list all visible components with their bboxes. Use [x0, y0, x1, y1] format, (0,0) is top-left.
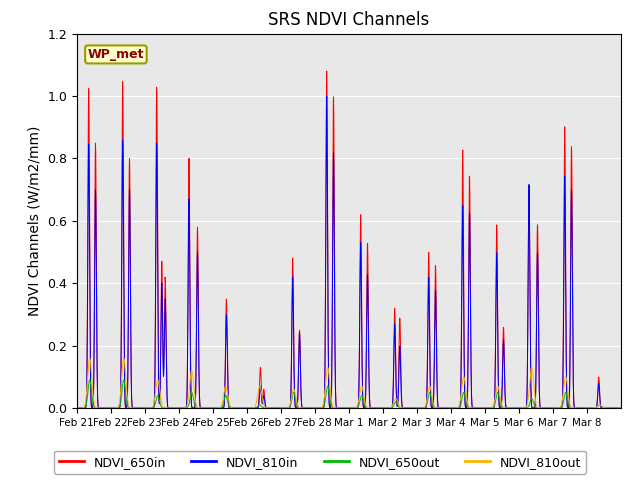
Line: NDVI_810in: NDVI_810in: [77, 96, 621, 408]
NDVI_810in: [127, 371, 135, 376]
NDVI_650in: [513, 405, 520, 411]
Line: NDVI_810out: NDVI_810out: [77, 358, 621, 408]
NDVI_810out: [513, 405, 520, 411]
NDVI_810out: [609, 405, 617, 411]
NDVI_810in: [73, 405, 81, 411]
NDVI_650in: [543, 405, 551, 411]
Title: SRS NDVI Channels: SRS NDVI Channels: [268, 11, 429, 29]
NDVI_650out: [86, 377, 93, 383]
Line: NDVI_650out: NDVI_650out: [77, 380, 621, 408]
NDVI_810in: [323, 93, 330, 99]
NDVI_650out: [381, 405, 389, 411]
NDVI_810in: [244, 405, 252, 411]
NDVI_810out: [543, 405, 551, 411]
NDVI_650in: [73, 405, 81, 411]
NDVI_650in: [323, 68, 330, 74]
NDVI_650out: [513, 405, 520, 411]
NDVI_810in: [617, 405, 625, 411]
Y-axis label: NDVI Channels (W/m2/mm): NDVI Channels (W/m2/mm): [28, 126, 42, 316]
NDVI_810out: [617, 405, 625, 411]
NDVI_810in: [543, 405, 551, 411]
NDVI_650in: [617, 405, 625, 411]
NDVI_650out: [543, 405, 551, 411]
NDVI_810out: [127, 405, 135, 411]
Text: WP_met: WP_met: [88, 48, 144, 61]
NDVI_650in: [127, 365, 135, 371]
NDVI_650out: [127, 405, 135, 411]
NDVI_650in: [244, 405, 252, 411]
Line: NDVI_650in: NDVI_650in: [77, 71, 621, 408]
NDVI_650in: [609, 405, 617, 411]
NDVI_650out: [73, 405, 81, 411]
NDVI_650out: [617, 405, 625, 411]
NDVI_810in: [513, 405, 520, 411]
NDVI_810in: [609, 405, 617, 411]
NDVI_810out: [73, 405, 81, 411]
NDVI_810in: [381, 405, 389, 411]
NDVI_810out: [381, 405, 389, 411]
Legend: NDVI_650in, NDVI_810in, NDVI_650out, NDVI_810out: NDVI_650in, NDVI_810in, NDVI_650out, NDV…: [54, 451, 586, 474]
NDVI_650in: [381, 405, 389, 411]
NDVI_650out: [245, 405, 253, 411]
NDVI_650out: [609, 405, 617, 411]
NDVI_810out: [245, 405, 253, 411]
NDVI_810out: [86, 355, 93, 361]
